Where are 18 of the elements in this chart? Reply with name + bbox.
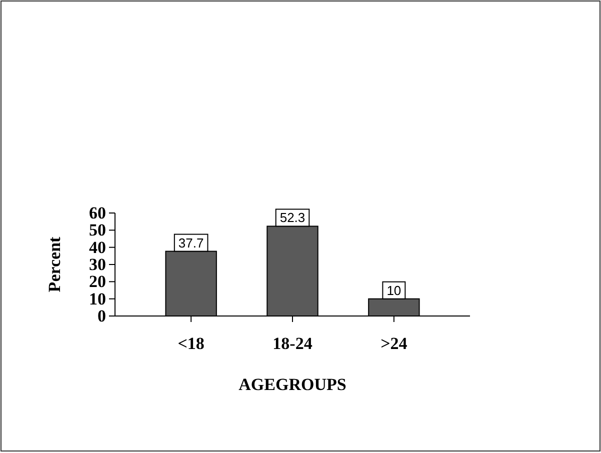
y-tick-label: 60 (89, 203, 106, 222)
label-box: 37.7 (174, 234, 208, 252)
x-axis-title: AGEGROUPS (238, 375, 346, 394)
y-tick-label: 50 (89, 220, 106, 240)
y-tick-label: 10 (89, 289, 106, 308)
y-tick-label: 40 (89, 238, 106, 257)
label-box: 52.3 (275, 208, 310, 227)
data-label: 37.7 (178, 235, 204, 250)
data-label: 52.3 (280, 210, 306, 226)
y-tick-label: 30 (89, 254, 106, 274)
label-box: 10 (382, 281, 406, 300)
x-tick-label: >24 (380, 334, 408, 353)
y-tick-label: 20 (89, 272, 106, 292)
data-label: 10 (386, 282, 402, 298)
y-axis-title: Percent (45, 236, 64, 292)
y-tick-label: 0 (98, 306, 106, 326)
x-tick-label: <18 (178, 334, 204, 353)
x-tick-label: 18-24 (272, 334, 313, 353)
